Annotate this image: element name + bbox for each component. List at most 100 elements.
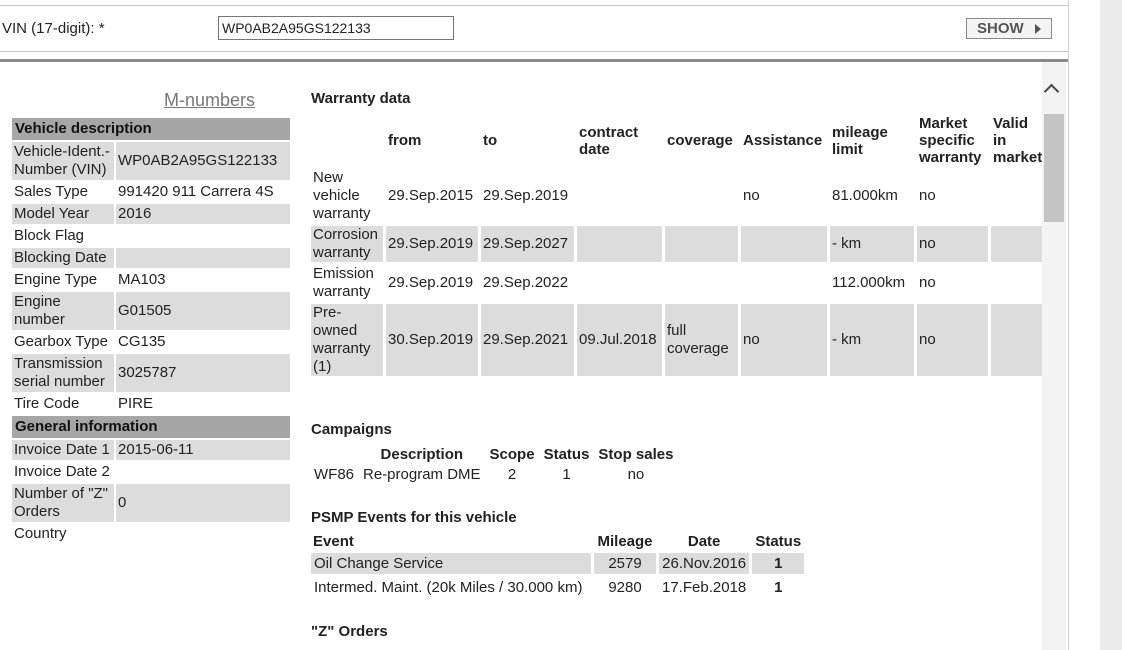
warranty-cell [665,265,738,301]
warranty-cell [577,265,662,301]
campaign-row: WF86 Re-program DME 2 1 no [311,466,676,483]
info-value: CG135 [118,333,166,350]
info-row: Engine number G01505 [12,292,290,330]
info-key: Invoice Date 2 [14,463,110,480]
warranty-cell: 29.Sep.2019 [386,226,478,262]
info-key: Invoice Date 1 [12,440,114,460]
info-value: MA103 [118,271,166,288]
warranty-row: New vehicle warranty 29.Sep.2015 29.Sep.20… [311,169,1042,223]
info-key: Vehicle-Ident.-Number (VIN) [12,142,114,180]
campaign-cell: 1 [562,466,571,483]
warranty-cell [991,304,1042,376]
column-header: from [388,132,422,149]
toolbar-top-divider [0,5,1068,6]
warranty-cell [741,265,827,301]
scroll-up-arrow-icon[interactable] [1043,83,1060,100]
info-key: Transmission serial number [12,354,114,392]
info-key: Country [14,525,67,542]
info-value: G01505 [116,292,290,330]
info-row: Sales Type 991420 911 Carrera 4S [12,182,290,202]
warranty-cell: no [917,226,988,262]
warranty-cell [665,226,738,262]
info-key: Engine number [12,292,114,330]
m-numbers-link[interactable]: M-numbers [164,90,256,110]
warranty-cell: - km [830,226,914,262]
warranty-type: Emission warranty [313,265,374,300]
warranty-cell: no [741,304,827,376]
warranty-cell [665,169,738,223]
info-key: Engine Type [14,271,98,288]
info-key: Gearbox Type [14,333,108,350]
toolbar-frame-border [0,59,1068,62]
warranty-cell: no [919,187,936,204]
warranty-cell: 29.Sep.2027 [481,226,574,262]
info-row: Model Year 2016 [12,204,290,224]
warranty-cell [577,169,662,223]
scrollbar-thumb[interactable] [1044,114,1064,222]
warranty-cell: 29.Sep.2022 [483,274,569,291]
vin-label: VIN (17-digit): * [2,20,105,37]
psmp-cell: Oil Change Service [311,553,591,574]
info-key: Model Year [12,204,114,224]
warranty-type: Pre-owned warranty (1) [311,304,383,376]
info-row: Country [12,524,290,544]
warranty-cell: full coverage [665,304,738,376]
column-header: Stop sales [598,446,674,463]
column-header: Description [380,446,464,463]
warranty-cell [741,226,827,262]
info-key: Tire Code [14,395,80,412]
campaign-cell: 2 [507,466,517,483]
show-button[interactable]: SHOW [966,18,1052,39]
info-key: Sales Type [14,183,88,200]
toolbar-bottom-divider [0,51,1068,52]
column-header: coverage [667,132,733,149]
vin-toolbar: VIN (17-digit): * SHOW [0,0,1068,62]
vin-input[interactable] [218,16,454,40]
column-header: to [483,132,498,149]
info-row: Blocking Date [12,248,290,268]
vehicle-details-panel: M-numbers Vehicle description Vehicle-Ide… [0,62,1042,650]
info-row: Invoice Date 1 2015-06-11 [12,440,290,460]
campaign-cell: Re-program DME [363,466,481,483]
psmp-cell: 1 [752,553,805,574]
warranty-table: from to contract date coverage Assistance mil… [308,112,1042,379]
warranty-cell: 09.Jul.2018 [577,304,662,376]
frame-border [1068,0,1069,650]
warranty-row: Pre-owned warranty (1) 30.Sep.2019 29.Sep.… [311,304,1042,376]
warranty-cell [991,169,1042,223]
warranty-cell: no [917,304,988,376]
psmp-cell: Intermed. Maint. (20k Miles / 30.000 km) [314,579,583,596]
warranty-title: Warranty data [311,90,411,107]
warranty-type: New vehicle warranty [313,169,371,222]
psmp-cell: 9280 [608,579,642,596]
info-row: Engine Type MA103 [12,270,290,290]
column-header: Date [687,533,721,550]
warranty-cell: 29.Sep.2021 [481,304,574,376]
warranty-cell: 112.000km [832,274,906,291]
psmp-cell: 17.Feb.2018 [662,579,747,596]
psmp-cell: 26.Nov.2016 [659,553,750,574]
column-header [311,115,383,166]
column-header [311,446,357,463]
section-header: Vehicle description [12,118,290,140]
column-header: Scope [489,446,535,463]
column-header: Market specific warranty [919,115,982,166]
psmp-table: Event Mileage Date Status Oil Change Servic… [308,530,807,601]
info-value [116,226,290,246]
warranty-cell [991,226,1042,262]
info-row: Vehicle-Ident.-Number (VIN) WP0AB2A95GS12… [12,142,290,180]
info-value: 0 [116,484,290,522]
info-row: Invoice Date 2 [12,462,290,482]
column-header: Event [313,533,354,550]
info-value [116,248,290,268]
vertical-scrollbar[interactable] [1042,62,1066,650]
play-arrow-icon [1035,24,1041,34]
vehicle-description-table: Vehicle description Vehicle-Ident.-Number… [10,116,292,546]
column-header: Status [755,533,802,550]
info-value [116,524,290,544]
info-row: Number of "Z" Orders 0 [12,484,290,522]
info-value: WP0AB2A95GS122133 [116,142,290,180]
info-key: Blocking Date [12,248,114,268]
window-gutter [1100,0,1122,650]
psmp-event-row: Oil Change Service 2579 26.Nov.2016 1 [311,553,805,574]
